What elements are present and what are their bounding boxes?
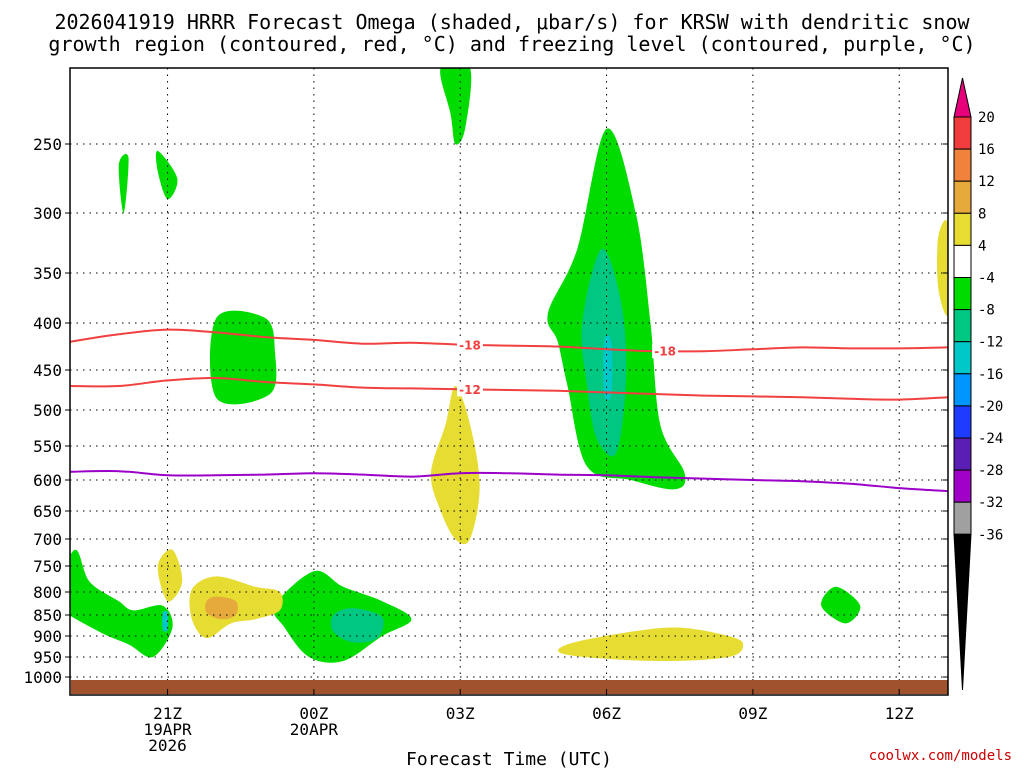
y-tick-label-850: 850 xyxy=(33,606,62,625)
colorbar-label-4: 4 xyxy=(978,238,986,254)
colorbar-segment-1 xyxy=(953,148,972,182)
omega-region-17 xyxy=(205,596,238,620)
colorbar-label--32: -32 xyxy=(978,495,1003,511)
x-tick-label-2026: 2026 xyxy=(148,736,187,755)
y-tick-label-500: 500 xyxy=(33,401,62,420)
omega-region-10 xyxy=(603,335,613,401)
colorbar-label--4: -4 xyxy=(978,271,995,287)
omega-region-12 xyxy=(157,549,183,602)
colorbar-segment-11 xyxy=(953,469,972,503)
colorbar-segment-0 xyxy=(953,116,972,150)
y-tick-label-800: 800 xyxy=(33,583,62,602)
colorbar-label-16: 16 xyxy=(978,142,995,158)
y-tick-label-600: 600 xyxy=(33,471,62,490)
omega-region-11 xyxy=(162,610,169,632)
colorbar-segment-4 xyxy=(953,244,972,278)
y-tick-label-550: 550 xyxy=(33,437,62,456)
colorbar-segment-12 xyxy=(953,501,972,535)
colorbar: 20 16 12 8 4 -4 -8 -12 -16 -20 -24 -28 -32 -36 xyxy=(953,77,1003,691)
dendritic-label-bg-0-1 xyxy=(652,344,679,359)
y-tick-label-900: 900 xyxy=(33,627,62,646)
colorbar-segment-3 xyxy=(953,212,972,246)
y-tick-label-700: 700 xyxy=(33,530,62,549)
colorbar-label--8: -8 xyxy=(978,303,995,319)
colorbar-segment-2 xyxy=(953,180,972,214)
y-tick-label-450: 450 xyxy=(33,361,62,380)
dendritic-label--18: -18 xyxy=(459,338,481,352)
colorbar-segment-10 xyxy=(953,437,972,471)
colorbar-label--20: -20 xyxy=(978,399,1003,415)
omega-region-16 xyxy=(937,220,948,316)
y-tick-label-250: 250 xyxy=(33,135,62,154)
colorbar-label--28: -28 xyxy=(978,463,1003,479)
colorbar-segment-7 xyxy=(953,341,972,375)
omega-region-14 xyxy=(430,386,480,545)
dendritic-label--12: -12 xyxy=(459,383,481,397)
y-tick-label-1000: 1000 xyxy=(23,668,62,687)
colorbar-label--24: -24 xyxy=(978,431,1003,447)
ground-strip xyxy=(71,680,948,694)
omega-shading-layer xyxy=(70,68,948,663)
x-axis-title: Forecast Time (UTC) xyxy=(406,749,612,768)
x-tick-label-00Z: 00Z xyxy=(299,704,328,723)
colorbar-segment-8 xyxy=(953,373,972,407)
colorbar-label-8: 8 xyxy=(978,206,986,222)
dendritic-contours: -18 -18 -12 xyxy=(70,328,948,401)
dendritic-label-bg-0-0 xyxy=(456,337,483,352)
chart-title-line1: 2026041919 HRRR Forecast Omega (shaded, … xyxy=(54,10,970,34)
dendritic-line--18 xyxy=(70,328,948,353)
colorbar-segment-9 xyxy=(953,405,972,439)
omega-region-3 xyxy=(440,68,472,145)
x-tick-label-12Z: 12Z xyxy=(885,704,914,723)
chart-title-line2: growth region (contoured, red, °C) and f… xyxy=(48,32,975,56)
colorbar-label-12: 12 xyxy=(978,174,995,190)
omega-region-15 xyxy=(558,627,744,662)
y-tick-label-650: 650 xyxy=(33,502,62,521)
credit-text: coolwx.com/models xyxy=(869,748,1012,764)
freezing-line xyxy=(70,470,948,493)
x-tick-label-06Z: 06Z xyxy=(592,704,621,723)
x-tick-label-19APR: 19APR xyxy=(143,720,192,739)
freezing-level-contour xyxy=(70,470,948,493)
colorbar-label--36: -36 xyxy=(978,527,1003,543)
colorbar-bottom-arrow xyxy=(953,533,972,691)
dendritic-label-bg-1-0 xyxy=(456,382,483,397)
x-tick-label-20APR: 20APR xyxy=(290,720,339,739)
omega-region-1 xyxy=(155,150,178,200)
omega-region-5 xyxy=(70,549,173,658)
dendritic-line--12 xyxy=(70,376,948,401)
omega-region-9 xyxy=(330,608,384,643)
y-axis-ticks: 250 300 350 400 450 500 550 600 650 700 750 800 850 9… xyxy=(23,135,948,687)
colorbar-segment-5 xyxy=(953,277,972,311)
omega-region-0 xyxy=(118,153,129,214)
grid-layer xyxy=(70,68,948,695)
x-tick-label-21Z: 21Z xyxy=(153,704,182,723)
omega-region-2 xyxy=(209,310,277,405)
y-tick-label-750: 750 xyxy=(33,557,62,576)
colorbar-label-20: 20 xyxy=(978,110,995,126)
dendritic-label--18: -18 xyxy=(654,345,676,359)
colorbar-label--12: -12 xyxy=(978,335,1003,351)
x-tick-label-09Z: 09Z xyxy=(738,704,767,723)
colorbar-top-arrow xyxy=(953,77,972,118)
omega-region-7 xyxy=(821,586,861,624)
y-tick-label-950: 950 xyxy=(33,648,62,667)
colorbar-label--16: -16 xyxy=(978,367,1003,383)
plot-frame xyxy=(69,67,949,696)
y-tick-label-400: 400 xyxy=(33,314,62,333)
colorbar-segment-6 xyxy=(953,309,972,343)
y-tick-label-350: 350 xyxy=(33,264,62,283)
x-tick-label-03Z: 03Z xyxy=(446,704,475,723)
y-tick-label-300: 300 xyxy=(33,204,62,223)
